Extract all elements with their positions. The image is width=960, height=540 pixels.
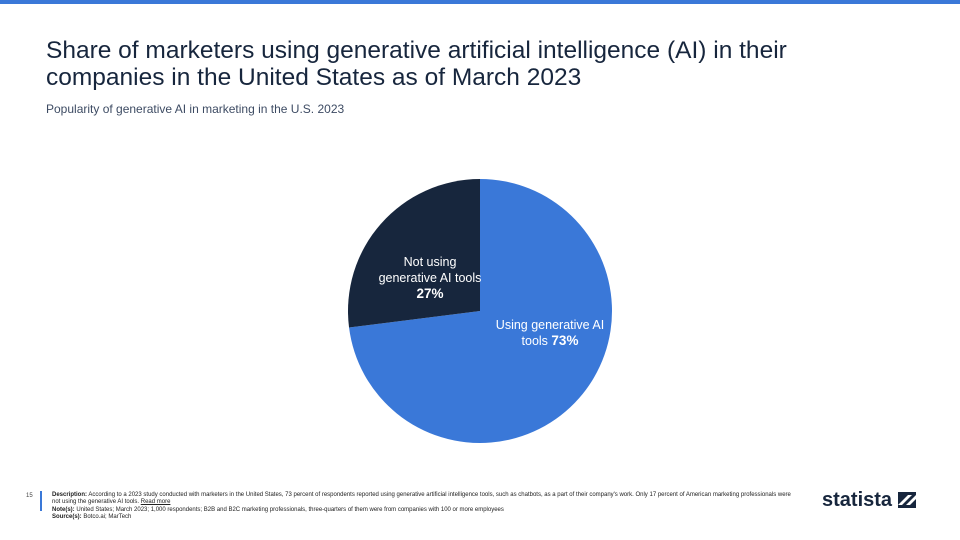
slice-label-not-using: Not using generative AI tools 27% bbox=[374, 254, 486, 302]
slice-label-not-using-line2: generative AI tools bbox=[378, 271, 482, 285]
slice-value-not-using: 27% bbox=[416, 286, 444, 301]
page-title: Share of marketers using generative arti… bbox=[46, 37, 787, 91]
pie-slices bbox=[348, 179, 613, 443]
page-subtitle: Popularity of generative AI in marketing… bbox=[46, 102, 345, 116]
source-text: Botco.ai; MarTech bbox=[83, 514, 132, 521]
statista-logo: statista bbox=[822, 488, 917, 512]
footer-accent-bar bbox=[40, 491, 42, 511]
read-more-link[interactable]: Read more bbox=[140, 499, 171, 506]
notes-label: Note(s): bbox=[52, 506, 75, 513]
slice-label-using-line1: Using generative AI bbox=[495, 318, 605, 332]
pie-slice-not-using-generative-ai-tools bbox=[348, 179, 480, 328]
footer-notes: Description: According to a 2023 study c… bbox=[52, 492, 792, 522]
slice-value-using: 73% bbox=[551, 333, 579, 348]
slice-label-using-line2: tools bbox=[521, 334, 548, 348]
logo-wordmark: statista bbox=[822, 488, 893, 511]
slice-label-using: Using generative AI tools 73% bbox=[490, 317, 610, 349]
pie-slice-using-generative-ai-tools bbox=[349, 179, 613, 443]
top-accent-bar bbox=[0, 0, 960, 4]
notes-text: United States; March 2023; 1,000 respond… bbox=[76, 506, 504, 513]
statista-logo-icon bbox=[898, 492, 917, 508]
page-number: 15 bbox=[26, 493, 33, 499]
description-label: Description: bbox=[52, 492, 88, 498]
slice-label-not-using-line1: Not using bbox=[403, 255, 457, 269]
source-label: Source(s): bbox=[52, 514, 82, 521]
description-text: According to a 2023 study conducted with… bbox=[52, 492, 791, 506]
